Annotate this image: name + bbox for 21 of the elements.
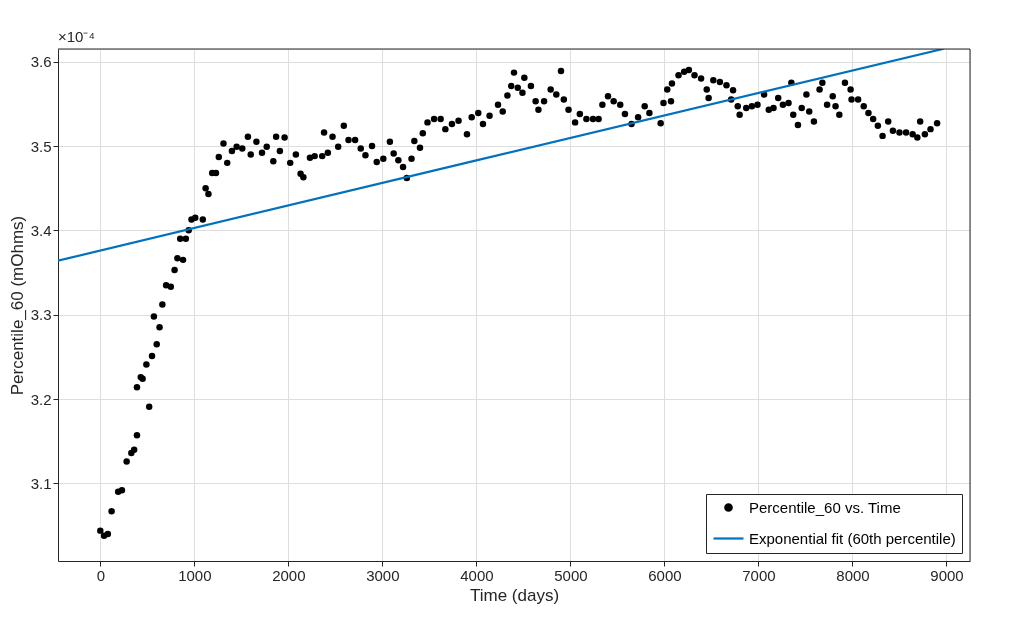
x-tick-label: 6000 [648, 566, 682, 584]
y-tick-label: 3.1 [30, 474, 52, 492]
x-tick-label: 9000 [930, 566, 964, 584]
legend-label: Exponential fit (60th percentile) [749, 529, 956, 547]
y-tick-label: 3.5 [30, 137, 52, 155]
y-tick-label: 3.4 [30, 221, 52, 239]
x-tick-label: 3000 [366, 566, 400, 584]
text: ×10⁻⁴ [58, 28, 95, 45]
x-tick-label: 7000 [742, 566, 776, 584]
legend-label: Percentile_60 vs. Time [749, 498, 901, 516]
y-tick-label: 3.3 [30, 306, 52, 324]
x-tick-label: 0 [96, 566, 105, 584]
y-tick-label: 3.6 [30, 53, 52, 71]
x-tick-label: 1000 [178, 566, 212, 584]
x-tick-label: 2000 [272, 566, 306, 584]
x-tick-label: 5000 [554, 566, 588, 584]
x-tick-label: 8000 [836, 566, 870, 584]
y-tick-label: 3.2 [30, 390, 52, 408]
y-axis-title: Percentile_60 (mOhms) [7, 215, 27, 396]
x-tick-label: 4000 [460, 566, 494, 584]
x-axis-title: Time (days) [469, 585, 560, 605]
